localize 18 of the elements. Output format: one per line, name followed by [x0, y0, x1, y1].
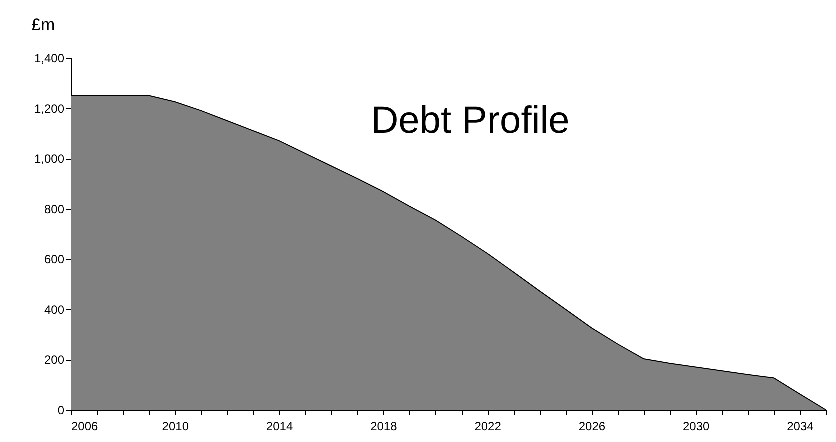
y-tick-label: 800: [44, 202, 65, 216]
y-tick-label: 1,200: [34, 102, 65, 116]
y-tick-label: 600: [44, 252, 65, 267]
y-axis-title: £m: [32, 16, 56, 34]
x-tick-label: 2014: [266, 420, 294, 434]
x-tick-label: 2010: [162, 420, 190, 434]
y-tick-label: 0: [58, 404, 65, 418]
x-tick-label: 2018: [370, 420, 398, 434]
y-tick-label: 400: [44, 302, 65, 317]
y-tick-label: 200: [44, 353, 65, 368]
x-tick-label: 2026: [578, 420, 606, 434]
text: Debt Profile: [371, 100, 570, 142]
x-tick-label: 2034: [787, 420, 814, 434]
x-tick-label: 2006: [72, 420, 99, 434]
y-tick-label: 1,000: [34, 152, 65, 166]
y-tick-label: 1,400: [34, 52, 65, 66]
x-tick-label: 2022: [474, 420, 502, 434]
x-tick-label: 2030: [682, 420, 710, 434]
